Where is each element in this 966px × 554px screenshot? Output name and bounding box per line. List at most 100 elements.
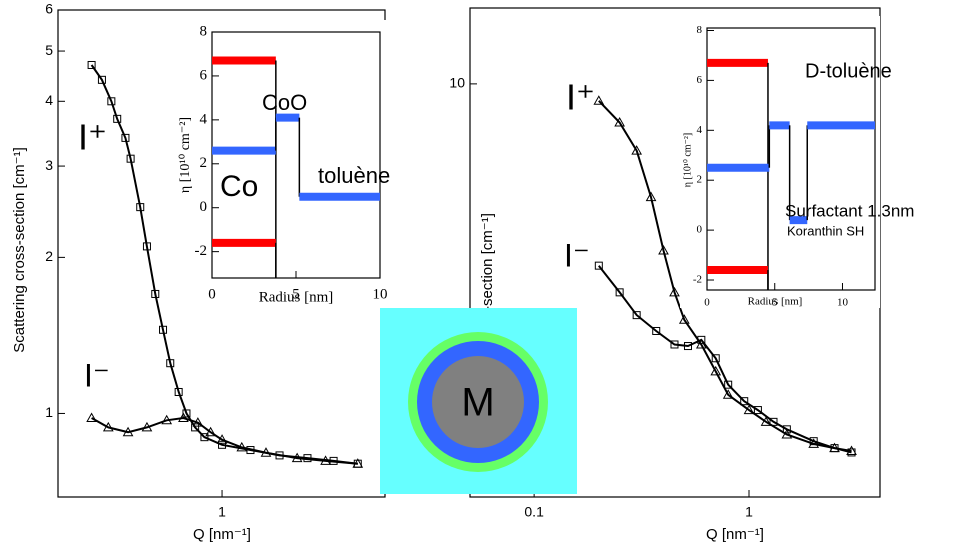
- x-axis-label: Radius [nm]: [748, 296, 803, 308]
- square-marker: [97, 75, 106, 84]
- fit-line: [598, 265, 852, 454]
- y-tick-label: 8: [697, 24, 703, 36]
- square-marker: [847, 448, 856, 457]
- square-marker: [615, 288, 624, 297]
- square-marker: [724, 380, 733, 389]
- triangle-marker: [216, 434, 228, 444]
- square-marker: [782, 425, 791, 434]
- square-marker: [830, 444, 839, 453]
- square-marker: [809, 437, 818, 446]
- triangle-marker: [710, 365, 722, 376]
- triangle-marker: [781, 428, 793, 439]
- square-marker: [142, 242, 151, 251]
- x-axis-label: Q [nm⁻¹]: [193, 526, 251, 543]
- annotation: Surfactant 1.3nm: [785, 201, 914, 220]
- square-marker: [107, 97, 116, 106]
- square-marker: [740, 397, 749, 406]
- x-tick-label: 1: [218, 504, 226, 520]
- square-marker: [594, 261, 603, 270]
- triangle-marker: [161, 414, 173, 425]
- y-tick-label: 10: [449, 75, 465, 91]
- square-marker: [174, 387, 183, 396]
- x-tick-label: 0: [208, 286, 216, 302]
- annotation: Co: [220, 170, 258, 203]
- y-tick-label: 6: [45, 1, 53, 17]
- triangle-marker: [291, 452, 303, 463]
- inset-background: [176, 20, 386, 310]
- square-marker: [711, 354, 720, 363]
- square-marker: [166, 359, 175, 368]
- y-tick-label: 2: [697, 174, 703, 186]
- x-tick-label: 1: [745, 504, 753, 520]
- triangle-marker: [122, 426, 134, 437]
- square-marker: [769, 417, 778, 426]
- y-tick-label: 3: [45, 157, 53, 173]
- annotation: I⁺: [78, 117, 107, 158]
- x-tick-label: 0.1: [524, 504, 544, 520]
- triangle-marker: [631, 145, 643, 155]
- x-tick-label: 10: [373, 286, 388, 302]
- square-marker: [200, 433, 209, 442]
- fit-line: [598, 100, 852, 452]
- triangle-marker: [678, 314, 690, 324]
- annotation: I⁻: [84, 357, 110, 393]
- square-marker: [136, 203, 145, 212]
- annotation: I⁻: [564, 237, 590, 273]
- square-marker: [753, 406, 762, 415]
- triangle-marker: [141, 421, 153, 432]
- annotation: CoO: [262, 90, 307, 115]
- square-marker: [87, 60, 96, 69]
- y-tick-label: -2: [195, 243, 208, 259]
- triangle-marker: [645, 191, 657, 202]
- y-tick-label: 2: [200, 155, 208, 171]
- square-marker: [652, 326, 661, 335]
- y-axis-label: Scattering cross-section [cm⁻¹]: [11, 147, 28, 352]
- triangle-marker: [669, 286, 680, 297]
- triangle-marker: [743, 404, 755, 415]
- triangle-marker: [352, 458, 364, 468]
- square-marker: [670, 340, 679, 349]
- y-axis-label: η [10¹⁰ cm⁻²]: [682, 133, 693, 187]
- y-axis-label: η [10¹⁰ cm⁻²]: [178, 117, 193, 193]
- square-marker: [697, 335, 706, 344]
- triangle-marker: [658, 244, 669, 255]
- triangle-marker: [846, 445, 857, 455]
- triangle-marker: [808, 438, 820, 448]
- square-marker: [683, 342, 692, 351]
- y-tick-label: 0: [697, 224, 703, 236]
- y-tick-label: 5: [45, 42, 53, 58]
- triangle-marker: [593, 95, 605, 105]
- triangle-marker: [102, 421, 114, 432]
- x-tick-label: 10: [837, 297, 849, 309]
- triangle-marker: [192, 417, 204, 427]
- y-tick-label: 4: [45, 92, 53, 108]
- y-tick-label: 6: [697, 74, 703, 86]
- triangle-marker: [205, 426, 216, 437]
- annotation: Koranthin SH: [787, 223, 864, 238]
- metal-core: [432, 356, 524, 448]
- triangle-marker: [236, 441, 248, 452]
- core-label: M: [461, 381, 494, 425]
- triangle-marker: [760, 416, 772, 426]
- plot-frame: [706, 27, 876, 291]
- square-marker: [218, 440, 227, 449]
- square-marker: [151, 289, 160, 298]
- y-tick-label: 6: [200, 67, 208, 83]
- x-axis-label: Q [nm⁻¹]: [706, 526, 764, 543]
- x-axis-label: Radius [nm]: [259, 289, 334, 305]
- square-marker: [121, 133, 130, 142]
- y-tick-label: -2: [693, 274, 702, 286]
- y-tick-label: 4: [697, 124, 703, 136]
- triangle-marker: [722, 389, 734, 399]
- x-tick-label: 0: [704, 297, 710, 309]
- annotation: I⁺: [566, 77, 595, 118]
- y-tick-label: 8: [200, 23, 208, 39]
- square-marker: [126, 154, 135, 163]
- y-tick-label: 0: [200, 199, 208, 215]
- y-tick-label: 4: [200, 111, 208, 127]
- x-tick-label: 5: [772, 297, 778, 309]
- square-marker: [159, 325, 168, 334]
- annotation: D-toluène: [805, 60, 892, 82]
- triangle-marker: [260, 447, 272, 457]
